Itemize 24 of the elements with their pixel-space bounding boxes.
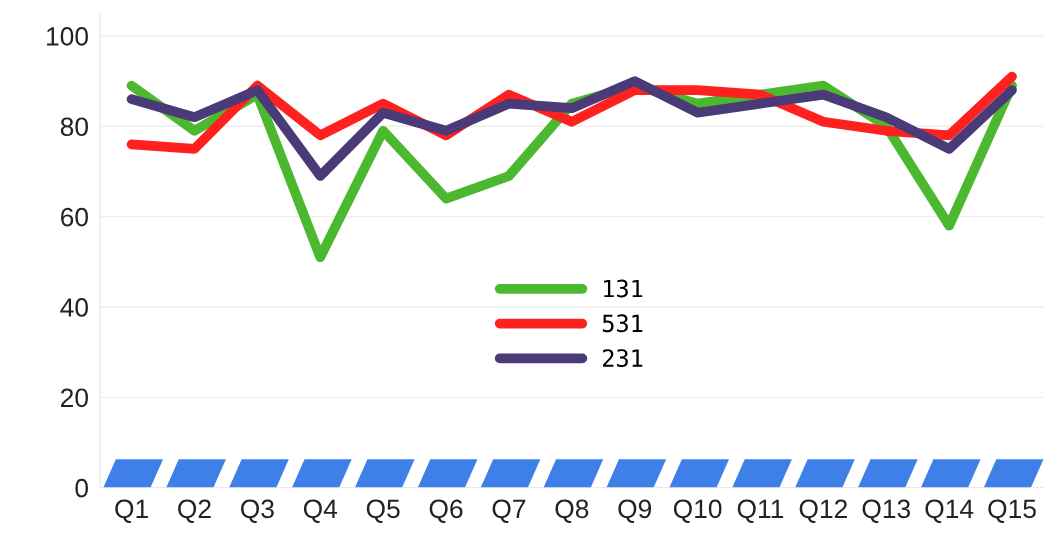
- x-tick-label: Q14: [925, 499, 974, 523]
- y-tick-label: 20: [61, 388, 88, 408]
- y-tick-label: 0: [75, 478, 88, 498]
- x-tick-label: Q1: [115, 499, 148, 523]
- x-tick-label: Q8: [555, 499, 589, 523]
- legend-label: 131: [604, 279, 643, 298]
- x-tick-label: Q15: [988, 499, 1036, 523]
- y-tick-label: 40: [60, 298, 88, 317]
- y-tick-label: 80: [60, 117, 88, 137]
- x-tick-label: Q11: [737, 499, 784, 523]
- x-tick-label: Q12: [799, 499, 847, 523]
- y-tick-label: 60: [61, 207, 88, 227]
- x-tick-label: Q4: [303, 499, 338, 523]
- x-tick-label: Q7: [492, 499, 526, 523]
- legend-label: 231: [602, 349, 643, 367]
- x-tick-label: Q10: [673, 499, 722, 523]
- x-tick-label: Q13: [862, 499, 911, 523]
- x-tick-label: Q6: [429, 499, 463, 523]
- y-tick-label: 100: [47, 27, 88, 46]
- x-tick-label: Q2: [178, 499, 211, 523]
- x-tick-label: Q3: [241, 499, 274, 523]
- x-tick-label: Q9: [618, 499, 652, 523]
- x-tick-label: Q5: [366, 499, 400, 523]
- legend-label: 531: [602, 314, 643, 333]
